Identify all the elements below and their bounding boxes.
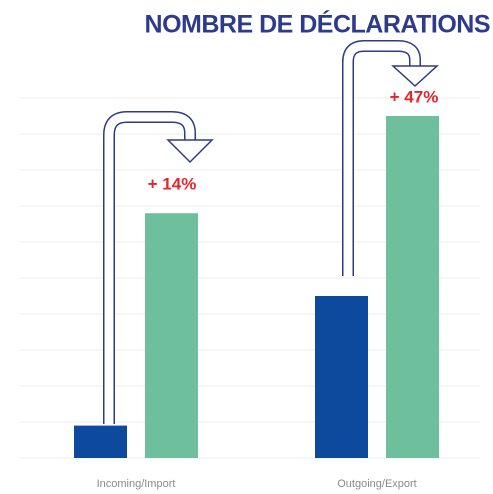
arrow-shaft-inner [104, 112, 195, 424]
bar [145, 213, 198, 458]
arrow [342, 40, 439, 276]
arrow-head [166, 139, 214, 164]
arrow-head [391, 65, 439, 88]
arrow [103, 111, 214, 424]
x-tick-label: Outgoing/Export [337, 478, 417, 490]
bar [386, 116, 439, 458]
bars [74, 116, 439, 458]
chart-title: NOMBRE DE DÉCLARATIONS [145, 10, 490, 39]
annotation: + 47% [390, 87, 439, 106]
bar [74, 425, 127, 458]
annotation: + 14% [148, 174, 197, 193]
arrow-shaft-inner [343, 41, 420, 276]
x-tick-label: Incoming/Import [97, 478, 176, 490]
bar [315, 296, 368, 458]
